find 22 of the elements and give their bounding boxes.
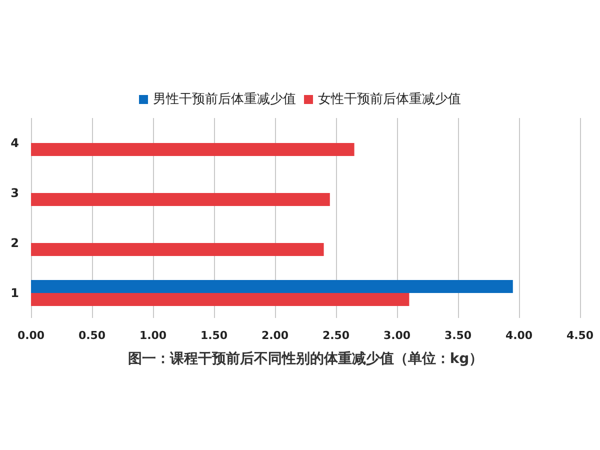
bar (31, 143, 354, 156)
x-tick-label: 2.00 (261, 329, 289, 342)
bar (31, 293, 410, 306)
x-tick-label: 4.50 (566, 329, 594, 342)
legend-label: 女性干预前后体重减少值 (318, 92, 461, 107)
x-tick-label: 0.00 (17, 329, 45, 342)
x-tick-label: 1.50 (200, 329, 228, 342)
x-tick-label: 3.00 (383, 329, 411, 342)
y-tick-label: 1 (10, 286, 19, 300)
x-tick-label: 0.50 (78, 329, 106, 342)
x-tick-label: 3.50 (444, 329, 472, 342)
bar (31, 280, 513, 293)
bar (31, 193, 330, 206)
x-tick-label: 1.00 (139, 329, 167, 342)
x-axis-title: 图一：课程干预前后不同性别的体重减少值（单位：kg） (128, 350, 484, 367)
legend-label: 男性干预前后体重减少值 (153, 92, 296, 107)
x-tick-label: 4.00 (505, 329, 533, 342)
bar (31, 243, 324, 256)
y-tick-label: 4 (10, 136, 19, 150)
x-tick-label: 2.50 (322, 329, 350, 342)
y-tick-label: 2 (10, 236, 19, 250)
y-tick-label: 3 (10, 186, 19, 200)
